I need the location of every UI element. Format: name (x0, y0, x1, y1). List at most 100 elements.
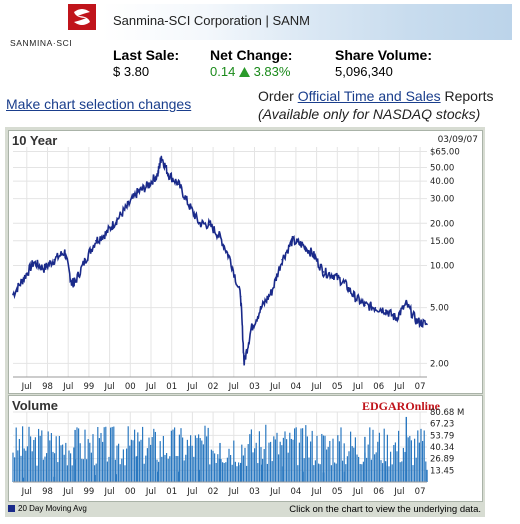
price-point (74, 281, 76, 283)
price-y-tick-label: 20.00 (430, 219, 454, 229)
volume-chart-title: Volume (12, 398, 58, 413)
chart-frame[interactable]: 10 Year 03/09/07 Jul 98 Jul 99 Jul 00 Jul 01 Jul… (5, 127, 485, 517)
volume-x-tick-label: 07 (415, 487, 426, 497)
price-chart[interactable]: Jul 98 Jul 99 Jul 00 Jul 01 Jul 02 Jul 03 Jul 04 Jul 05… (9, 131, 482, 393)
price-series-line (12, 156, 428, 366)
price-point (208, 223, 211, 226)
volume-bar (115, 474, 118, 482)
volume-bar (157, 471, 159, 482)
price-point (229, 258, 232, 261)
volume-x-tick-label: Jul (103, 487, 114, 497)
price-point (374, 306, 377, 309)
volume-y-tick-label: 67.23 (430, 420, 454, 430)
chart-changes-link[interactable]: Make chart selection changes (6, 96, 192, 112)
price-x-tick-label: Jul (228, 382, 239, 392)
volume-x-tick-label: Jul (186, 487, 197, 497)
price-y-tick-label: 50.00 (430, 163, 454, 173)
price-point (105, 232, 107, 234)
volume-bar (384, 461, 387, 482)
volume-x-tick-label: Jul (310, 487, 321, 497)
price-point (250, 328, 252, 331)
official-time-sales-link[interactable]: Official Time and Sales (297, 88, 441, 104)
volume-bar (426, 469, 428, 482)
volume-x-tick-label: Jul (21, 487, 32, 497)
volume-x-tick-label: 05 (332, 487, 343, 497)
price-point (270, 290, 273, 293)
volume-bar (260, 464, 263, 482)
price-point (291, 239, 294, 242)
logo-text: SANMINA·SCI (10, 38, 73, 48)
price-point (53, 258, 56, 261)
company-logo: SANMINA·SCI (10, 4, 98, 48)
volume-bar (281, 466, 283, 482)
price-point (302, 244, 304, 246)
price-point (426, 323, 428, 326)
last-sale-label: Last Sale: (113, 47, 180, 63)
price-x-tick-label: Jul (145, 382, 156, 392)
price-y-tick-label: 10.00 (430, 261, 454, 271)
price-x-tick-label: Jul (62, 382, 73, 392)
volume-x-tick-label: Jul (62, 487, 73, 497)
volume-y-tick-label: 40.34 (430, 443, 454, 453)
price-point (333, 274, 335, 277)
price-x-tick-label: 04 (290, 382, 301, 392)
price-chart-date: 03/09/07 (437, 135, 478, 145)
price-point (243, 362, 245, 365)
price-x-tick-label: Jul (103, 382, 114, 392)
price-x-tick-label: 00 (125, 382, 136, 392)
volume-x-tick-label: 04 (290, 487, 301, 497)
price-x-tick-label: Jul (310, 382, 321, 392)
net-change-label: Net Change: (210, 47, 293, 63)
price-x-tick-label: 02 (208, 382, 219, 392)
volume-bar (53, 476, 56, 482)
price-point (353, 295, 356, 298)
share-volume-label: Share Volume: (335, 47, 432, 63)
volume-bar (219, 442, 221, 482)
volume-bar (22, 477, 25, 482)
price-point (188, 204, 190, 206)
price-point (281, 258, 283, 261)
price-point (115, 219, 118, 222)
volume-bar (74, 429, 76, 482)
share-volume-value: 5,096,340 (335, 64, 393, 79)
net-change-value: 0.14 3.83% (210, 64, 290, 79)
volume-x-tick-label: Jul (393, 487, 404, 497)
price-point (260, 306, 263, 309)
volume-bar (343, 471, 345, 482)
up-arrow-icon (238, 67, 250, 77)
last-sale-value: $ 3.80 (113, 64, 150, 79)
price-point (384, 309, 387, 311)
price-x-tick-label: 06 (373, 382, 384, 392)
volume-bar (302, 471, 304, 482)
price-y-tick-label: 40.00 (430, 177, 454, 187)
company-name: Sanmina-SCI Corporation | SANM (113, 13, 311, 28)
volume-x-tick-label: Jul (269, 487, 280, 497)
volume-x-tick-label: 98 (42, 487, 53, 497)
volume-x-tick-label: 06 (373, 487, 384, 497)
net-change-percent: 3.83% (253, 64, 291, 79)
volume-x-tick-label: 99 (83, 487, 94, 497)
price-x-tick-label: 05 (332, 382, 343, 392)
price-point (43, 267, 45, 270)
volume-x-tick-label: Jul (352, 487, 363, 497)
price-point (70, 282, 73, 284)
price-x-tick-label: 99 (83, 382, 94, 392)
volume-bar (405, 416, 407, 482)
price-y-tick-label: 5.00 (430, 304, 449, 314)
price-point (177, 183, 180, 185)
price-x-tick-label: 07 (415, 382, 426, 392)
volume-panel[interactable]: Volume EDGAROnline 80.68 M 67.23 53.79 40.3… (8, 395, 483, 502)
volume-bar (322, 472, 325, 482)
price-point (343, 282, 346, 284)
price-x-tick-label: 01 (166, 382, 177, 392)
price-x-tick-label: Jul (21, 382, 32, 392)
order-line: Order Official Time and Sales Reports (258, 88, 494, 104)
order-prefix: Order (258, 88, 298, 104)
price-point (84, 258, 87, 261)
volume-y-tick-label: 13.45 (430, 466, 454, 476)
price-y-tick-label: 2.00 (430, 359, 449, 369)
price-point (160, 155, 163, 158)
price-panel[interactable]: 10 Year 03/09/07 Jul 98 Jul 99 Jul 00 Jul 01 Jul… (8, 130, 483, 394)
price-point (146, 185, 149, 187)
